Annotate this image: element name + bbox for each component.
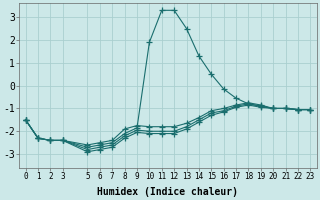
X-axis label: Humidex (Indice chaleur): Humidex (Indice chaleur) [98,186,238,197]
